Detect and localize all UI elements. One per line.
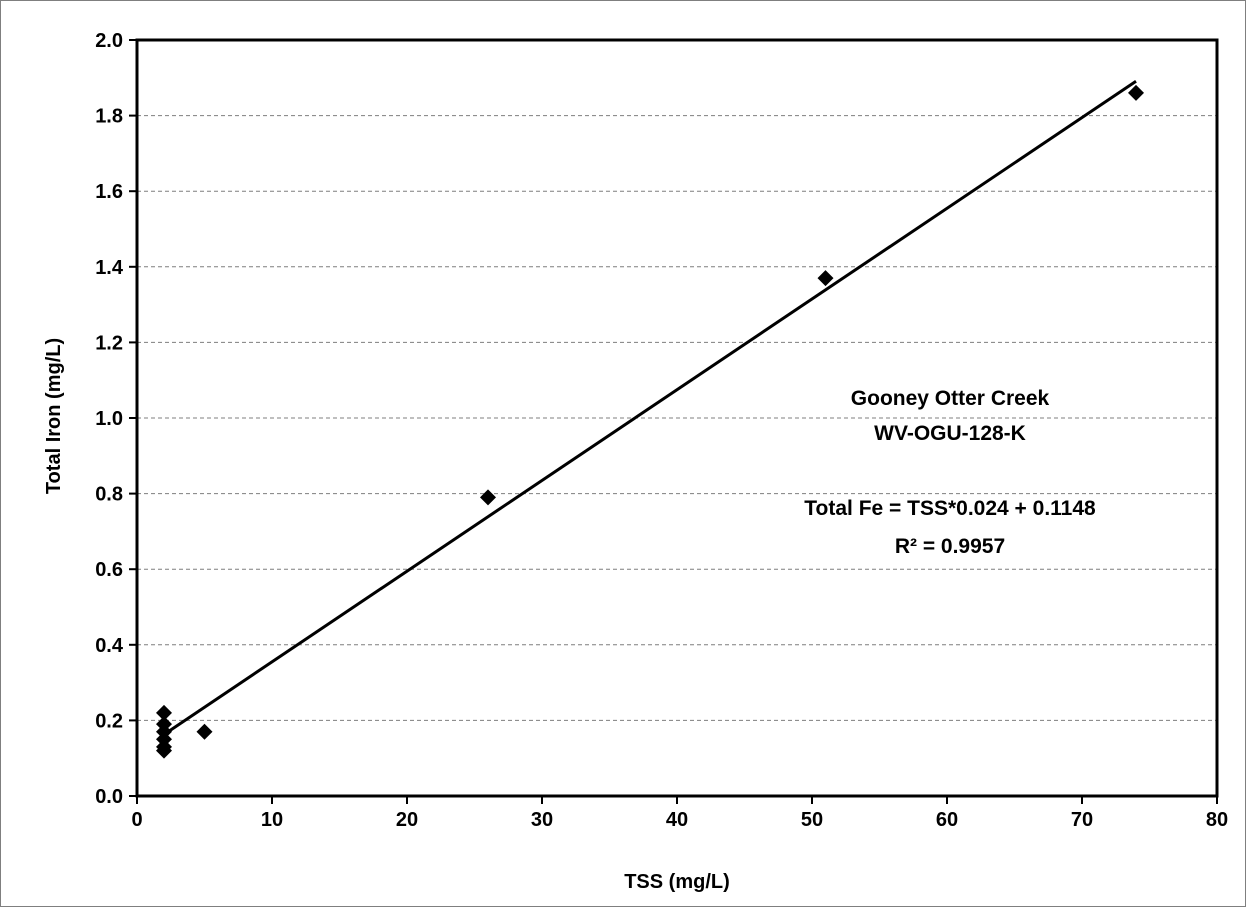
x-tick-label: 40 [666,809,688,831]
x-tick-label: 0 [131,809,142,831]
data-point-6 [196,723,213,740]
y-tick-label: 0.6 [95,559,123,581]
x-axis: 0 10 20 30 40 50 60 70 80 [131,796,1228,831]
y-axis-title: Total Iron (mg/L) [43,338,65,494]
y-tick-label: 0.0 [95,786,123,808]
equation-annotation: Total Fe = TSS*0.024 + 0.1148 [804,497,1096,520]
x-tick-label: 60 [936,809,958,831]
x-tick-label: 20 [396,809,418,831]
site-id-annotation: WV-OGU-128-K [874,422,1026,445]
y-tick-label: 0.4 [95,635,124,657]
trendline [163,80,1137,736]
site-name-annotation: Gooney Otter Creek [851,387,1050,410]
y-axis: 0.0 0.2 0.4 0.6 0.8 1.0 1.2 1.4 1.6 1.8 2.0 [95,30,137,808]
x-tick-label: 50 [801,809,823,831]
data-point-9 [1128,84,1144,101]
data-points [156,84,1144,759]
y-tick-label: 1.6 [95,181,123,203]
y-tick-label: 1.0 [95,408,123,430]
y-tick-label: 0.2 [95,710,123,732]
data-point-8 [817,270,834,287]
r-squared-annotation: R² = 0.9957 [895,535,1005,558]
x-tick-label: 30 [531,809,553,831]
x-tick-label: 80 [1206,809,1228,831]
y-tick-label: 1.8 [95,106,123,128]
x-tick-label: 70 [1071,809,1093,831]
y-tick-label: 2.0 [95,30,123,52]
x-axis-title: TSS (mg/L) [624,871,730,893]
data-point-5 [156,742,172,759]
y-tick-label: 0.8 [95,484,123,506]
data-point-7 [480,489,496,506]
gridlines [137,115,1217,721]
data-point-0 [156,704,172,721]
y-tick-label: 1.2 [95,332,123,354]
x-tick-label: 10 [261,809,283,831]
y-tick-label: 1.4 [95,257,124,279]
